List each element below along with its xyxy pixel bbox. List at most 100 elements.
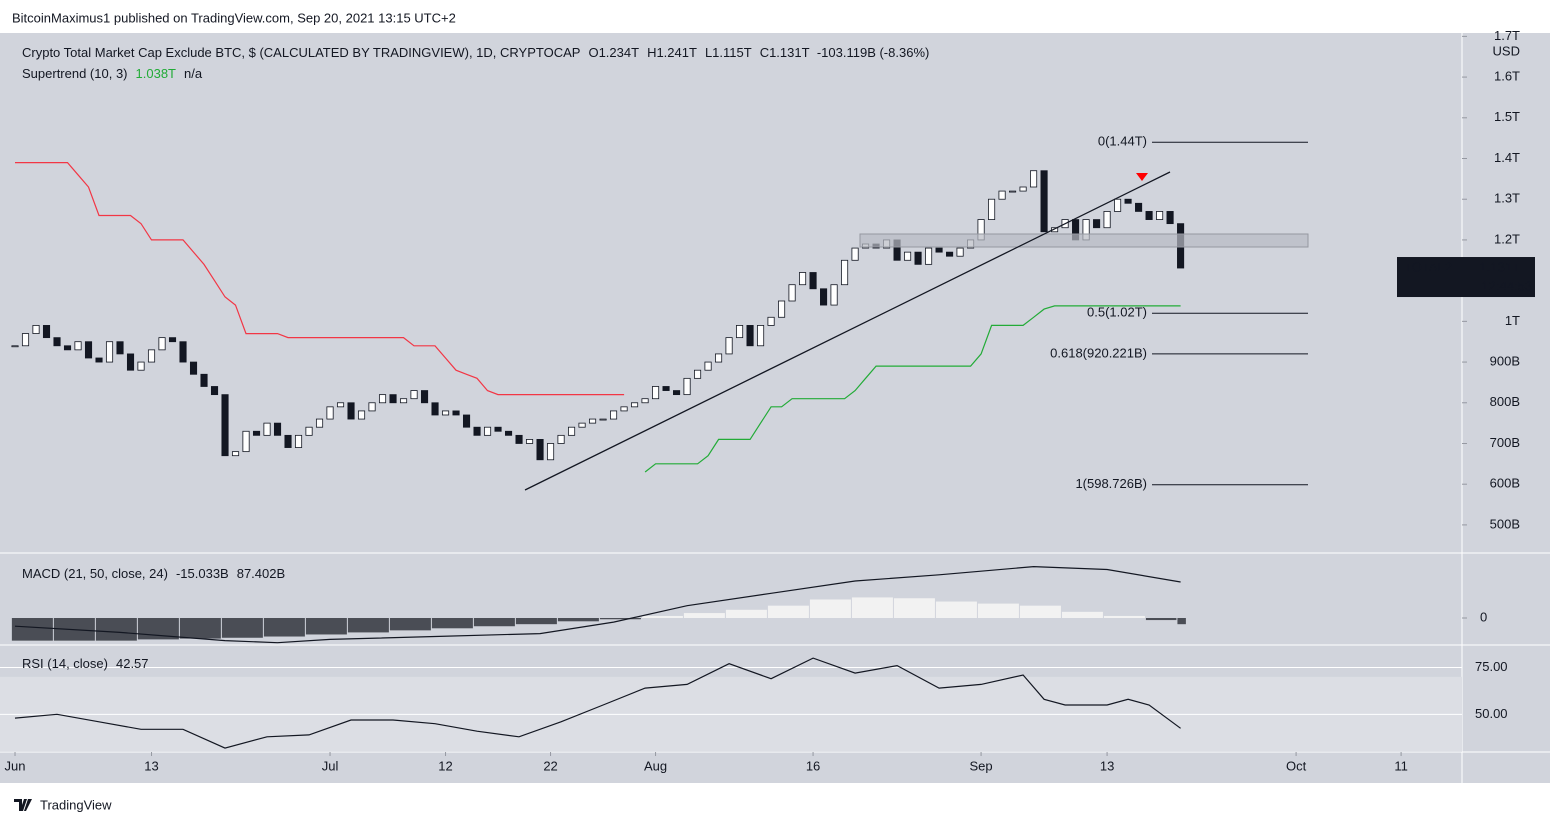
x-tick-label: Jun (5, 758, 26, 773)
y-tick-label: 900B (1490, 354, 1520, 369)
price-legend: Crypto Total Market Cap Exclude BTC, $ (… (22, 45, 929, 60)
price-tag-name: TOTAL2 (1404, 259, 1452, 274)
candle (420, 390, 429, 404)
y-tick-label: 1.7T (1494, 28, 1520, 43)
macd-legend: MACD (21, 50, close, 24) -15.033B 87.402B (22, 566, 285, 581)
candle (925, 247, 933, 265)
y-tick-label: 1.3T (1494, 191, 1520, 206)
legend-value: 1.131T (769, 45, 810, 60)
candle (567, 426, 576, 436)
macd-histogram (1177, 618, 1186, 625)
candle (273, 422, 282, 436)
candle (988, 198, 996, 220)
price-tag-countdown: 12:44:53 (1481, 278, 1532, 293)
price-tag-value: 1.131T (1480, 259, 1521, 274)
x-tick-label: 16 (806, 758, 820, 773)
candle (525, 439, 534, 444)
macd-histogram (347, 618, 389, 633)
x-tick-label: 13 (144, 758, 158, 773)
candle (1124, 198, 1132, 204)
candle (841, 259, 849, 286)
legend-key: L (705, 45, 712, 60)
supertrend-line (15, 162, 625, 396)
legend-value: n/a (184, 66, 203, 81)
candle (1019, 186, 1027, 192)
y-tick-label: 800B (1490, 394, 1520, 409)
macd-histogram (557, 618, 599, 622)
legend-key: C (760, 45, 769, 60)
candle (1114, 198, 1122, 212)
candle (11, 345, 19, 348)
candle (1093, 219, 1101, 229)
candle (557, 434, 565, 444)
candle (284, 434, 292, 448)
candle (231, 451, 240, 457)
fib-label: 0(1.44T) (1098, 134, 1147, 149)
rsi-line (14, 657, 1181, 749)
candle (42, 325, 51, 339)
candle (673, 390, 681, 396)
legend-title: Crypto Total Market Cap Exclude BTC, $ (… (22, 45, 580, 60)
candle (704, 361, 712, 371)
candle (158, 337, 166, 351)
candle (767, 316, 775, 326)
candle (536, 439, 544, 461)
red-marker (1136, 173, 1148, 181)
candle (126, 353, 135, 371)
fib-label: 0.5(1.02T) (1087, 305, 1147, 320)
supertrend-line (644, 305, 1181, 473)
candle (504, 430, 513, 436)
x-tick-label: Oct (1286, 758, 1307, 773)
y-tick-label: 1.2T (1494, 231, 1520, 246)
candle (1166, 211, 1174, 225)
candle (546, 443, 555, 461)
macd-histogram (263, 618, 305, 637)
candle (694, 369, 702, 379)
candle (326, 406, 334, 420)
y-tick-label: 50.00 (1475, 706, 1508, 721)
macd-histogram (431, 618, 473, 629)
supertrend-legend: Supertrend (10, 3) 1.038T n/a (22, 66, 203, 81)
x-tick-label: 22 (543, 758, 557, 773)
macd-histogram (977, 603, 1019, 619)
candle (1145, 211, 1153, 220)
legend-title: Supertrend (10, 3) (22, 66, 128, 81)
candle (610, 410, 618, 420)
candle (1040, 170, 1048, 233)
candle (263, 422, 271, 436)
candle (725, 337, 733, 355)
candle (1135, 202, 1143, 212)
candle (116, 341, 124, 355)
macd-histogram (893, 598, 935, 619)
candle (946, 251, 954, 257)
brand-logo (14, 799, 32, 811)
candle (515, 434, 523, 444)
macd-histogram (641, 615, 683, 619)
candle (210, 386, 219, 396)
legend-title: MACD (21, 50, close, 24) (22, 566, 168, 581)
y-tick-label: 0 (1480, 609, 1487, 624)
candle (410, 390, 418, 400)
macd-histogram (725, 609, 767, 619)
chart-bg (0, 33, 1550, 783)
macd-line (14, 565, 1181, 644)
candle (74, 341, 82, 351)
candle (431, 402, 439, 416)
legend-value: 1.038T (136, 66, 177, 81)
rsi-legend: RSI (14, close) 42.57 (22, 656, 149, 671)
publish-header: BitcoinMaximus1 published on TradingView… (12, 10, 456, 25)
candle (105, 341, 114, 363)
y-tick-label: 75.00 (1475, 659, 1508, 674)
chart-layer: 1.7T 1.6T 1.5T 1.4T 1.3T 1.2T 1T 900B 800B 700B 60… (0, 28, 1535, 773)
candle (935, 247, 943, 253)
y-tick-label: 600B (1490, 476, 1520, 491)
candle (294, 434, 303, 448)
y-tick-label: 1T (1505, 313, 1520, 328)
legend-value: 1.234T (599, 45, 640, 60)
candle (399, 398, 408, 404)
macd-histogram (221, 618, 263, 638)
candle (820, 288, 828, 306)
candle (914, 251, 922, 265)
macd-histogram (179, 618, 221, 639)
candle (904, 251, 912, 261)
